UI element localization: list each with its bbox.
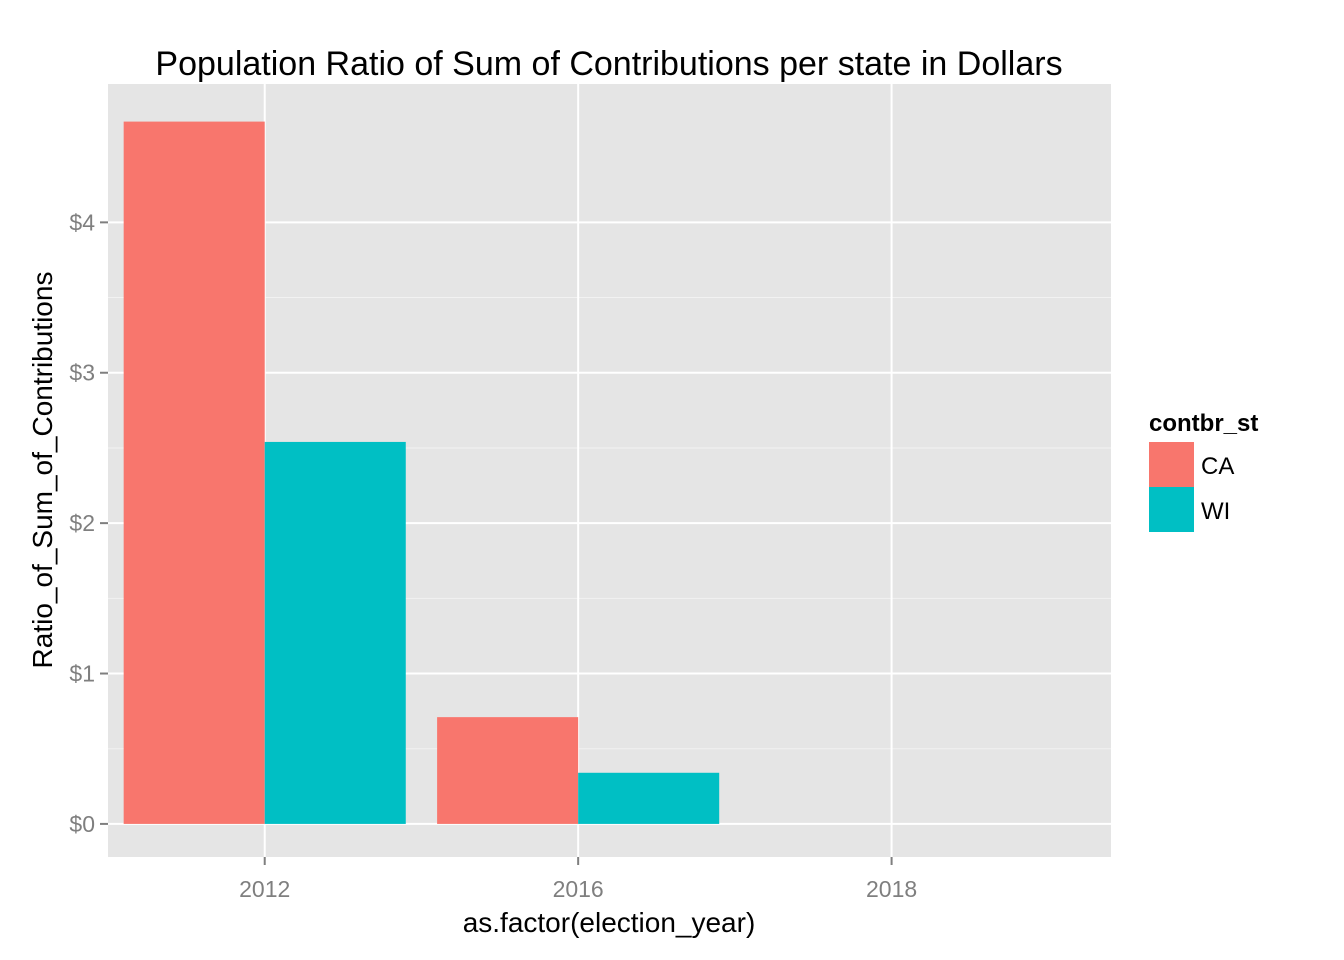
y-axis-title: Ratio_of_Sum_of_Contributions: [27, 272, 58, 669]
chart-title: Population Ratio of Sum of Contributions…: [155, 45, 1062, 83]
bar-wi-2012: [264, 441, 406, 824]
y-axis: $0 $1 $2 $3 $4: [69, 209, 108, 837]
y-tick-label: $4: [69, 209, 95, 235]
x-axis: 2012 2016 2018: [239, 857, 917, 902]
legend-swatch-wi: [1149, 487, 1194, 532]
y-tick-label: $1: [69, 661, 95, 687]
x-tick-label: 2016: [553, 876, 604, 902]
y-tick-label: $0: [69, 811, 95, 837]
x-tick-label: 2018: [866, 876, 917, 902]
legend-label-wi: WI: [1201, 498, 1230, 525]
bar-ca-2012: [123, 121, 265, 824]
legend: contbr_st CA WI: [1149, 410, 1258, 532]
y-tick-label: $3: [69, 360, 95, 386]
bar-wi-2016: [578, 772, 720, 824]
x-axis-title: as.factor(election_year): [463, 907, 756, 938]
legend-title: contbr_st: [1149, 410, 1258, 437]
legend-label-ca: CA: [1201, 453, 1234, 480]
x-tick-label: 2012: [239, 876, 290, 902]
y-tick-label: $2: [69, 510, 95, 536]
legend-swatch-ca: [1149, 442, 1194, 487]
bar-ca-2016: [437, 717, 579, 824]
bars: [123, 121, 720, 824]
